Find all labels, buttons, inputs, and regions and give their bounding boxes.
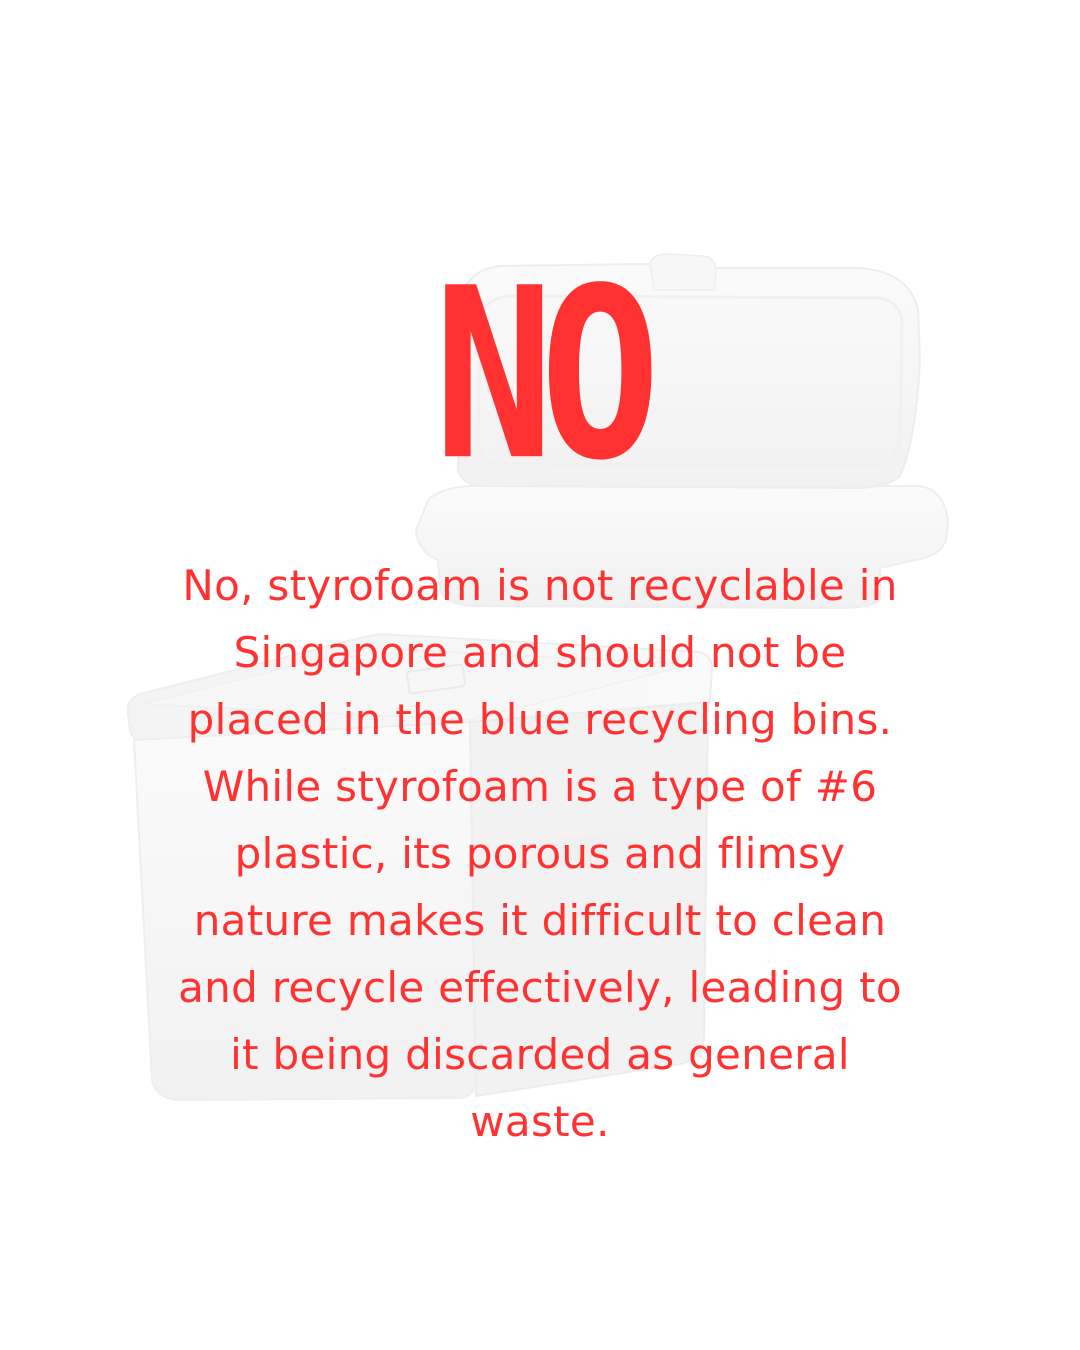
clamshell-container-image bbox=[414, 253, 950, 610]
explanation-text: No, styrofoam is not recyclable in Singa… bbox=[178, 561, 902, 1146]
cooler-box-image bbox=[126, 632, 714, 1102]
headline-no: NO bbox=[433, 237, 661, 513]
